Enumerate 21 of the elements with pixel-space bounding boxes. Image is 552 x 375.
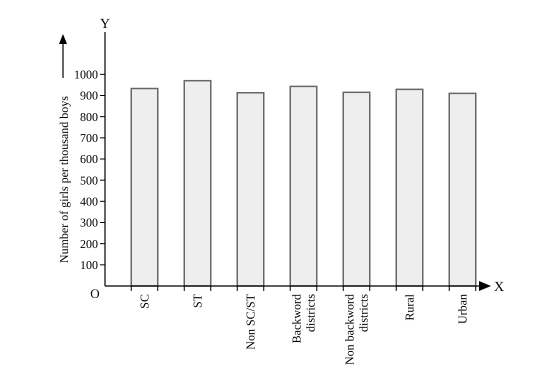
y-axis-title: Number of girls per thousand boys [57, 96, 71, 264]
x-tick-label: Non backword districts [342, 294, 371, 365]
x-tick-label: Urban [456, 294, 470, 324]
y-tick-label: 1000 [74, 68, 98, 82]
y-tick-label: 100 [80, 258, 98, 272]
text: O [90, 286, 100, 301]
y-tick-label: 800 [80, 110, 98, 124]
x-tick-label: SC [138, 294, 152, 309]
y-tick-label: 400 [80, 194, 98, 209]
x-tick-label: Rural [402, 293, 417, 321]
text: X [494, 280, 504, 295]
x-tick-label: Backword districts [290, 294, 318, 344]
text: Y [100, 17, 110, 32]
y-tick-label: 900 [80, 88, 98, 103]
y-tick-label: 200 [80, 236, 98, 251]
x-tick-label: ST [190, 293, 205, 308]
y-tick-label: 500 [80, 173, 98, 188]
y-tick-label: 300 [80, 216, 98, 230]
y-tick-label: 600 [80, 152, 98, 166]
y-tick-label: 700 [80, 131, 98, 146]
x-tick-label: Non SC/ST [244, 293, 258, 350]
